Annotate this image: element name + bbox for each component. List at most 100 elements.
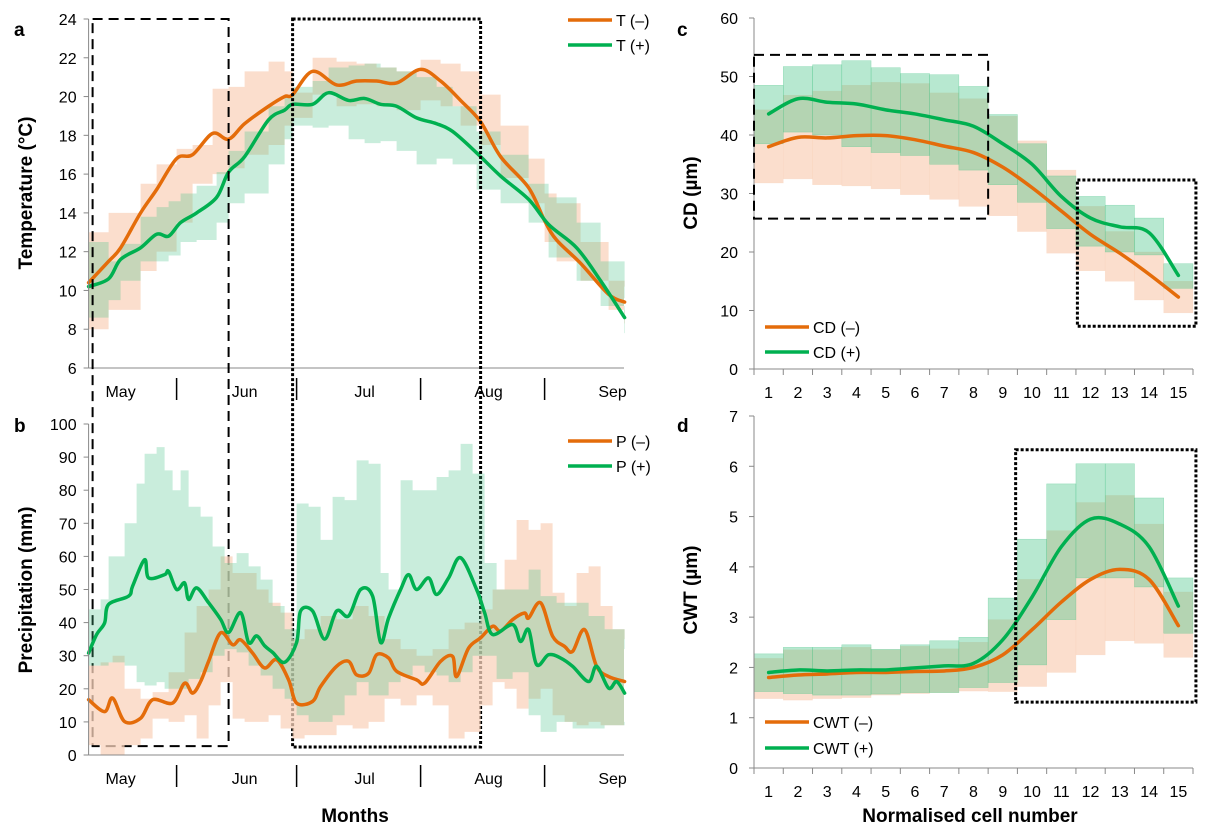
x-tick-label: 13 [1111,784,1129,801]
y-tick-label: 60 [59,549,77,566]
line-series-1 [766,515,1181,675]
x-tick-label: Sep [598,771,627,788]
panel-letter-c: c [677,20,688,41]
x-tick-label: 8 [969,784,978,801]
y-tick-label: 60 [720,11,738,28]
highlight-box-dashed [753,53,990,220]
x-tick-label: 3 [823,385,832,402]
x-tick-label: Jul [354,384,374,401]
y-tick-label: 20 [59,682,77,699]
band-series-1 [88,443,625,732]
y-tick-label: 0 [729,362,738,379]
y-axis-title: Precipitation (mm) [16,507,37,674]
y-axis-title: Temperature (°C) [16,117,37,270]
line-series-0 [86,67,627,304]
band-series-1 [88,63,625,334]
band-series-0 [88,519,625,755]
panel-b: 0 10 20 30 40 50 60 70 80 90 100 May Jun Jul Aug Sep Pre… [14,416,651,827]
x-tick-label: 10 [1023,385,1041,402]
panel-letter-a: a [14,20,25,41]
y-tick-label: 22 [59,51,77,68]
band-bar-series-1-cell-10 [1017,538,1047,666]
legend-label-series-1: T (+) [616,38,650,55]
x-tick-label: 12 [1082,385,1100,402]
legend-label-series-1: CD (+) [813,345,861,362]
y-tick-label: 30 [720,187,738,204]
x-tick-label: Sep [598,384,627,401]
y-tick-label: 20 [59,90,77,107]
x-tick-label: 11 [1053,784,1070,801]
x-tick-label: Jun [232,771,258,788]
x-tick-label: Aug [474,384,502,401]
y-tick-label: 10 [720,304,738,321]
y-axis-title: CD (µm) [681,156,702,229]
y-tick-label: 16 [59,167,77,184]
x-tick-label: 1 [764,385,773,402]
y-axis-title: CWT (µm) [681,545,702,634]
x-tick-label: May [105,384,135,401]
x-tick-label: Jun [232,384,258,401]
y-tick-label: 14 [59,206,77,223]
line-series-1 [86,555,627,695]
x-tick-label: 3 [823,784,832,801]
y-tick-label: 6 [68,361,77,378]
line-series-1 [766,96,1181,278]
line-series-0 [86,600,627,725]
x-axis-title: Months [321,806,389,827]
y-tick-label: 30 [59,649,77,666]
y-tick-label: 10 [59,283,77,300]
x-tick-label: 14 [1140,385,1158,402]
legend-label-series-0: CWT (–) [813,715,873,732]
x-tick-label: Jul [354,771,374,788]
x-axis-title: Normalised cell number [862,806,1078,827]
x-tick-label: 13 [1111,385,1129,402]
y-tick-label: 80 [59,483,77,500]
x-tick-label: 15 [1169,385,1187,402]
x-tick-label: 7 [940,784,949,801]
x-tick-label: 4 [852,784,861,801]
x-tick-label: 6 [911,385,920,402]
y-tick-label: 12 [59,245,77,262]
line-series-0 [766,133,1181,299]
panel-letter-d: d [677,416,689,437]
y-tick-label: 70 [59,516,77,533]
band-series-0 [88,57,625,330]
y-tick-label: 40 [720,128,738,145]
x-tick-label: 5 [881,784,890,801]
y-tick-label: 4 [729,560,738,577]
y-tick-label: 2 [729,660,738,677]
x-tick-label: 1 [764,784,773,801]
highlight-box-dotted [1014,448,1198,704]
highlight-box-dotted [291,17,483,749]
x-tick-label: 11 [1053,385,1070,402]
panel-letter-b: b [14,416,26,437]
y-tick-label: 1 [729,711,738,728]
y-tick-label: 40 [59,616,77,633]
y-tick-label: 18 [59,128,77,145]
y-tick-label: 8 [68,322,77,339]
highlight-box-dashed [91,18,230,748]
y-tick-label: 0 [68,748,77,765]
y-tick-label: 50 [720,70,738,87]
legend-label-series-1: CWT (+) [813,741,874,758]
x-tick-label: Aug [474,771,502,788]
y-tick-label: 6 [729,459,738,476]
line-series-0 [766,567,1181,680]
x-tick-label: 12 [1082,784,1100,801]
highlight-box-dotted [1075,178,1198,328]
y-tick-label: 20 [720,245,738,262]
x-tick-label: 10 [1023,784,1041,801]
y-tick-label: 10 [59,715,77,732]
y-tick-label: 100 [50,417,77,434]
x-tick-label: 9 [998,784,1007,801]
x-tick-label: May [105,771,135,788]
band-bar-series-1-cell-14 [1134,217,1164,256]
x-tick-label: 4 [852,385,861,402]
y-tick-label: 24 [59,12,77,29]
legend-label-series-0: P (–) [616,434,650,451]
y-tick-label: 3 [729,610,738,627]
x-tick-label: 9 [998,385,1007,402]
x-tick-label: 5 [881,385,890,402]
